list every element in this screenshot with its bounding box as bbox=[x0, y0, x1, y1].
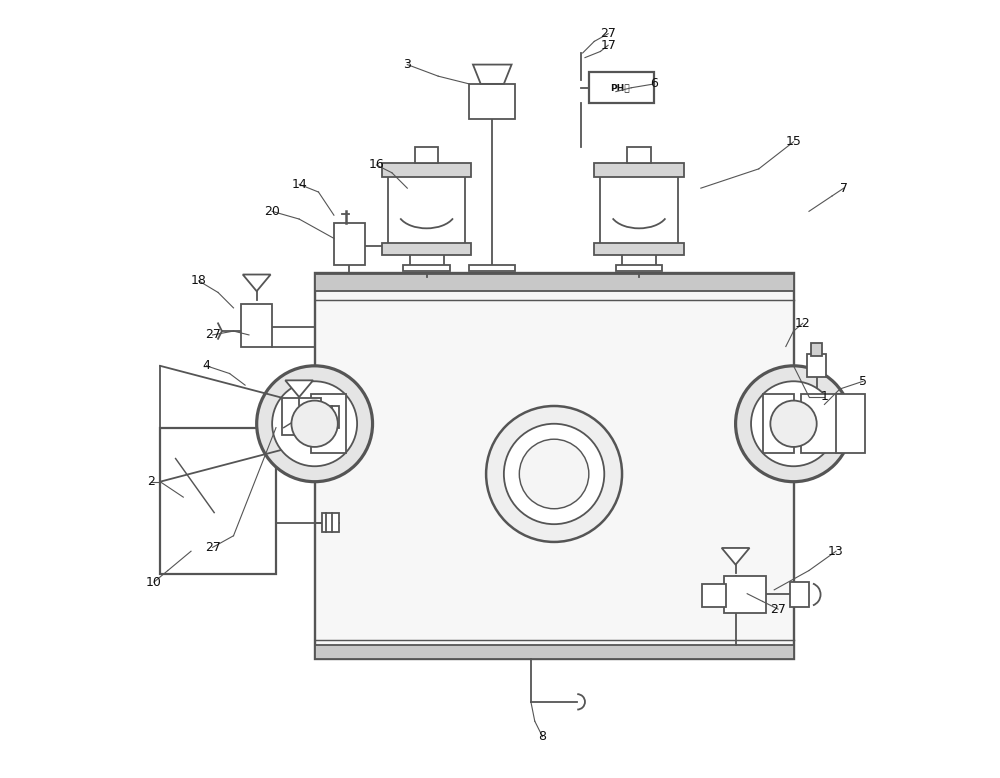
Bar bbox=[594, 243, 684, 255]
Polygon shape bbox=[790, 582, 809, 607]
Bar bbox=[382, 243, 471, 255]
Circle shape bbox=[504, 424, 604, 524]
Polygon shape bbox=[243, 275, 271, 291]
Bar bbox=[315, 273, 794, 660]
Text: 20: 20 bbox=[264, 205, 280, 218]
Text: 16: 16 bbox=[369, 159, 384, 171]
Bar bbox=[836, 394, 865, 453]
Bar bbox=[403, 265, 450, 271]
Bar bbox=[282, 398, 321, 436]
Text: 27: 27 bbox=[770, 603, 786, 615]
Bar bbox=[616, 265, 662, 271]
Bar bbox=[627, 147, 651, 163]
Text: 27: 27 bbox=[205, 328, 221, 342]
Bar bbox=[311, 394, 346, 453]
Circle shape bbox=[486, 406, 622, 542]
Text: 7: 7 bbox=[840, 182, 848, 194]
Text: 12: 12 bbox=[795, 317, 811, 330]
Circle shape bbox=[519, 440, 589, 509]
Bar bbox=[160, 428, 276, 574]
Polygon shape bbox=[285, 380, 313, 397]
Text: 17: 17 bbox=[600, 39, 616, 52]
Circle shape bbox=[751, 381, 836, 466]
Circle shape bbox=[272, 381, 357, 466]
Bar bbox=[388, 169, 465, 254]
Text: 8: 8 bbox=[538, 730, 546, 743]
Bar bbox=[801, 394, 840, 453]
Text: 13: 13 bbox=[828, 545, 844, 558]
Polygon shape bbox=[722, 548, 749, 565]
Text: 6: 6 bbox=[651, 77, 658, 90]
Bar bbox=[807, 354, 826, 377]
Bar bbox=[334, 223, 365, 265]
Text: 15: 15 bbox=[786, 135, 801, 149]
Text: 3: 3 bbox=[403, 58, 411, 71]
Text: 27: 27 bbox=[600, 27, 616, 40]
Bar bbox=[622, 252, 656, 268]
Bar bbox=[469, 84, 515, 118]
Text: 5: 5 bbox=[859, 375, 867, 387]
Bar bbox=[315, 274, 794, 291]
Text: 4: 4 bbox=[203, 359, 210, 373]
Text: 14: 14 bbox=[291, 178, 307, 191]
Bar bbox=[589, 72, 654, 103]
Text: 10: 10 bbox=[146, 576, 162, 589]
Bar bbox=[241, 304, 272, 346]
Text: 18: 18 bbox=[191, 275, 207, 287]
Bar bbox=[763, 394, 794, 453]
Text: PH计: PH计 bbox=[610, 83, 630, 93]
Bar bbox=[382, 163, 471, 177]
Bar bbox=[811, 343, 822, 356]
Text: 1: 1 bbox=[820, 391, 828, 403]
Bar bbox=[702, 584, 726, 607]
Circle shape bbox=[736, 366, 851, 482]
Text: 2: 2 bbox=[147, 475, 155, 488]
Bar bbox=[600, 169, 678, 254]
Bar bbox=[594, 163, 684, 177]
Bar bbox=[415, 147, 438, 163]
Circle shape bbox=[257, 366, 373, 482]
Bar bbox=[410, 252, 444, 268]
Text: 27: 27 bbox=[205, 541, 221, 554]
Circle shape bbox=[770, 401, 817, 447]
Bar bbox=[469, 265, 515, 271]
Circle shape bbox=[291, 401, 338, 447]
Bar bbox=[315, 646, 794, 660]
Polygon shape bbox=[473, 65, 512, 84]
Bar bbox=[724, 576, 766, 613]
Bar bbox=[322, 406, 339, 428]
Bar bbox=[322, 513, 339, 532]
